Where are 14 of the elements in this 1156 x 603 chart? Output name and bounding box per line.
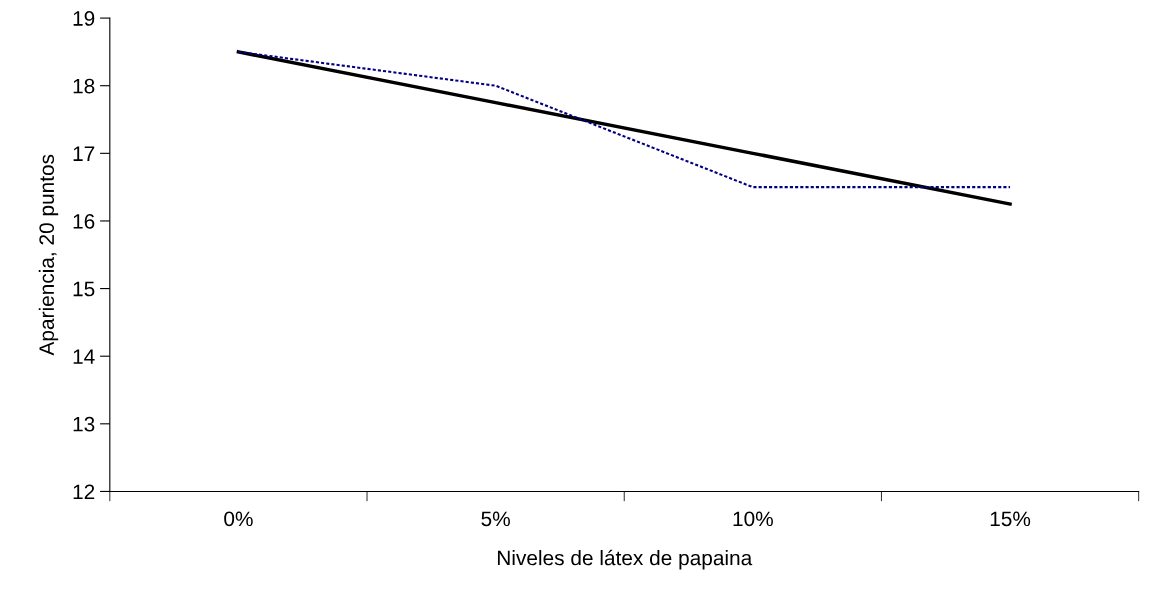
y-tick-label: 17 bbox=[73, 146, 95, 161]
y-tick-label: 18 bbox=[73, 78, 95, 94]
x-tick-label: 5% bbox=[481, 511, 510, 527]
x-axis-title: Niveles de látex de papaina bbox=[497, 549, 753, 570]
y-tick-label: 15 bbox=[73, 281, 95, 297]
x-tick-label: 0% bbox=[224, 511, 253, 527]
x-tick-label: 15% bbox=[990, 511, 1031, 527]
y-tick-label: 12 bbox=[73, 484, 95, 499]
y-tick-label: 16 bbox=[73, 213, 95, 229]
y-tick-label: 14 bbox=[73, 349, 95, 364]
x-tick-label: 10% bbox=[733, 511, 773, 527]
y-axis-title: Apariencia, 20 puntos bbox=[38, 154, 59, 356]
y-tick-label: 19 bbox=[73, 11, 95, 26]
y-tick-label: 13 bbox=[73, 416, 95, 432]
